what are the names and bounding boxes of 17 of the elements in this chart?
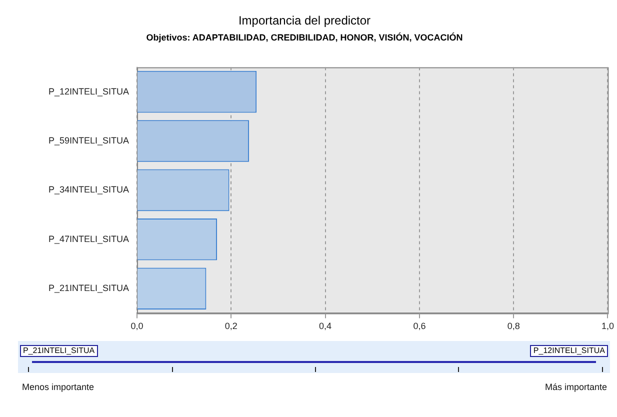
x-tick-label: 0,8: [507, 321, 520, 332]
text: P_12INTELI_SITUA: [530, 345, 608, 357]
text: Más importante: [544, 382, 607, 392]
y-tick-label: P_21INTELI_SITUA: [48, 283, 129, 294]
chart-subtitle: Objetivos: ADAPTABILIDAD, CREDIBILIDAD, HONOR, VISIÓN, VOCACIÓN: [146, 32, 463, 42]
y-tick-label: P_59INTELI_SITUA: [48, 135, 129, 146]
text: P_21INTELI_SITUA: [20, 345, 98, 357]
chart-title: Importancia del predictor: [238, 14, 371, 28]
x-tick-label: 1,0: [601, 321, 614, 332]
y-tick-label: P_47INTELI_SITUA: [48, 234, 129, 244]
x-tick-label: 0,0: [130, 321, 144, 332]
text: Menos importante: [22, 382, 94, 392]
x-tick-label: 0,4: [319, 321, 332, 332]
y-tick-label: P_12INTELI_SITUA: [48, 86, 129, 96]
y-tick-label: P_34INTELI_SITUA: [48, 184, 129, 195]
x-tick-label: 0,6: [413, 321, 426, 332]
x-tick-label: 0,2: [224, 321, 238, 332]
